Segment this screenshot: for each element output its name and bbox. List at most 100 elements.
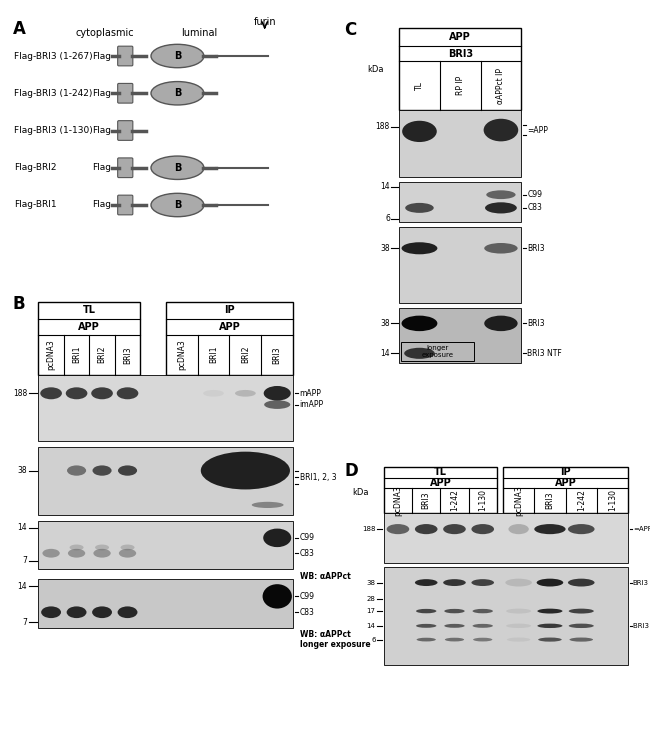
Ellipse shape <box>264 386 291 401</box>
Text: 28: 28 <box>367 596 376 602</box>
Text: WB: αAPPct
longer exposure: WB: αAPPct longer exposure <box>300 630 370 650</box>
Bar <box>38 302 140 375</box>
Text: BRI2: BRI2 <box>98 346 107 364</box>
Text: BRI3 NTF: BRI3 NTF <box>633 623 650 629</box>
Text: C83: C83 <box>300 549 315 558</box>
Ellipse shape <box>569 609 594 613</box>
Text: Flag: Flag <box>92 126 110 135</box>
Ellipse shape <box>507 638 530 641</box>
Text: furin: furin <box>254 18 276 27</box>
Text: 1-130: 1-130 <box>478 489 488 511</box>
Text: C99: C99 <box>527 190 542 200</box>
Ellipse shape <box>538 638 562 641</box>
Text: BRI3 NTF: BRI3 NTF <box>527 349 562 358</box>
Text: BRI2: BRI2 <box>241 346 250 364</box>
Ellipse shape <box>151 194 204 217</box>
Text: Flag: Flag <box>92 163 110 172</box>
Ellipse shape <box>569 624 594 628</box>
Text: BRI3: BRI3 <box>123 346 132 364</box>
Ellipse shape <box>263 584 292 609</box>
Ellipse shape <box>92 466 112 476</box>
Ellipse shape <box>443 579 466 586</box>
Text: =APP: =APP <box>633 526 650 532</box>
Text: 14: 14 <box>380 349 390 358</box>
Text: 6: 6 <box>385 214 390 223</box>
Bar <box>166 302 293 375</box>
Text: 38: 38 <box>367 579 376 585</box>
Text: kDa: kDa <box>367 64 383 74</box>
Text: cytoplasmic: cytoplasmic <box>75 28 134 38</box>
Ellipse shape <box>473 624 493 628</box>
Ellipse shape <box>471 579 494 586</box>
Ellipse shape <box>471 524 494 534</box>
Bar <box>399 182 521 222</box>
Ellipse shape <box>484 119 518 141</box>
Text: imAPP: imAPP <box>300 400 324 409</box>
Ellipse shape <box>484 316 517 331</box>
Ellipse shape <box>569 638 593 641</box>
Text: 1-242: 1-242 <box>577 489 586 511</box>
Text: 7: 7 <box>22 556 27 565</box>
Ellipse shape <box>252 502 283 508</box>
Ellipse shape <box>473 638 492 641</box>
Ellipse shape <box>506 624 531 628</box>
Text: APP: APP <box>218 322 240 332</box>
Text: TL: TL <box>415 81 424 90</box>
Bar <box>384 466 497 513</box>
Ellipse shape <box>94 549 111 558</box>
Ellipse shape <box>263 528 291 547</box>
Ellipse shape <box>387 524 410 534</box>
Text: APP: APP <box>554 477 577 488</box>
Ellipse shape <box>151 156 204 180</box>
Ellipse shape <box>484 243 517 253</box>
Text: 14: 14 <box>380 183 390 191</box>
Text: TL: TL <box>434 467 447 477</box>
Ellipse shape <box>118 607 137 618</box>
Text: pcDNA3: pcDNA3 <box>514 485 523 516</box>
FancyBboxPatch shape <box>118 158 133 177</box>
Ellipse shape <box>151 44 204 68</box>
Ellipse shape <box>67 607 86 618</box>
Text: BRI3: BRI3 <box>527 319 545 328</box>
Ellipse shape <box>445 624 465 628</box>
Ellipse shape <box>486 191 515 199</box>
Ellipse shape <box>235 390 255 397</box>
Ellipse shape <box>402 242 437 254</box>
Bar <box>38 520 293 569</box>
Text: BRI1: BRI1 <box>72 346 81 364</box>
Ellipse shape <box>415 579 437 586</box>
Ellipse shape <box>235 390 255 397</box>
Text: APP: APP <box>430 477 451 488</box>
Ellipse shape <box>66 387 87 399</box>
Text: 38: 38 <box>380 244 390 253</box>
Text: pcDNA3: pcDNA3 <box>393 485 402 516</box>
Text: B: B <box>174 88 181 98</box>
Text: C83: C83 <box>300 607 315 617</box>
Ellipse shape <box>264 401 291 409</box>
Text: 14: 14 <box>18 523 27 532</box>
Text: D: D <box>344 463 358 480</box>
Text: BRI3: BRI3 <box>448 49 473 58</box>
Text: 14: 14 <box>18 582 27 591</box>
Text: 188: 188 <box>376 122 390 132</box>
Text: B: B <box>174 163 181 173</box>
Ellipse shape <box>417 638 436 641</box>
Text: 1-130: 1-130 <box>608 489 617 511</box>
Ellipse shape <box>119 549 136 558</box>
Text: pcDNA3: pcDNA3 <box>177 339 186 370</box>
Text: Flag-BRI3 (1-242): Flag-BRI3 (1-242) <box>14 89 93 98</box>
Text: IP: IP <box>560 467 571 477</box>
Ellipse shape <box>534 524 566 534</box>
Text: 38: 38 <box>380 319 390 328</box>
Text: Flag-BRI3 (1-267): Flag-BRI3 (1-267) <box>14 52 93 61</box>
Text: BRI3: BRI3 <box>527 244 545 253</box>
Text: C: C <box>344 21 356 39</box>
Ellipse shape <box>95 545 109 551</box>
Ellipse shape <box>568 579 595 587</box>
Bar <box>38 375 293 441</box>
Ellipse shape <box>402 120 437 142</box>
Bar <box>399 308 521 364</box>
Ellipse shape <box>415 524 437 534</box>
Ellipse shape <box>70 545 84 551</box>
FancyBboxPatch shape <box>118 84 133 103</box>
